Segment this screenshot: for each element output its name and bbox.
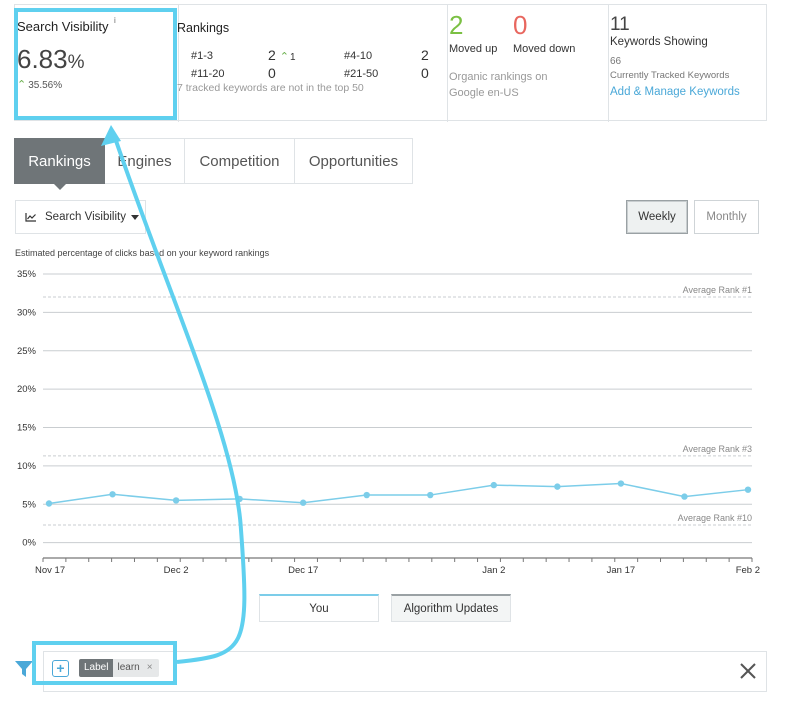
x-tick-label: Jan 17 — [607, 565, 636, 576]
up-arrow-icon: ⌃ — [279, 51, 290, 63]
x-tick-label: Feb 2 — [736, 565, 760, 576]
search-visibility-number: 6.83 — [17, 44, 68, 74]
monthly-button[interactable]: Monthly — [694, 200, 759, 234]
tab-opportunities[interactable]: Opportunities — [295, 138, 413, 184]
moved-up-count: 2 — [449, 10, 464, 40]
data-point — [744, 486, 752, 493]
metrics-divider — [608, 5, 609, 122]
data-point — [299, 499, 307, 506]
rank-bucket-count: 0 — [421, 65, 429, 81]
tab-rankings[interactable]: Rankings — [14, 138, 105, 190]
remove-filter-icon[interactable]: × — [144, 659, 159, 677]
rank-bucket-count: 0 — [268, 65, 276, 81]
metric-dropdown[interactable]: Search Visibility — [15, 200, 146, 234]
rankings-summary-title: Rankings — [177, 21, 230, 35]
rank-bucket-delta: ⌃1 — [279, 51, 296, 63]
metrics-divider — [447, 5, 448, 122]
keywords-showing-label: Keywords Showing — [610, 36, 708, 48]
y-tick-label: 15% — [17, 423, 37, 434]
metric-dropdown-label: Search Visibility — [45, 211, 126, 223]
y-tick-label: 25% — [17, 346, 37, 357]
rank-bucket-label: #21-50 — [344, 68, 379, 80]
rank-bucket-count: 2 — [421, 47, 429, 63]
x-tick-label: Dec 17 — [288, 565, 318, 576]
rank-bucket-label: #1-3 — [191, 50, 214, 62]
tab-bar: Rankings Engines Competition Opportuniti… — [14, 138, 413, 190]
filter-chip-key: Label — [79, 659, 114, 677]
x-tick-label: Jan 2 — [482, 565, 505, 576]
organic-rankings-note: Organic rankings on Google en-US — [449, 71, 548, 99]
line-chart-icon — [25, 213, 36, 222]
legend-algorithm-updates[interactable]: Algorithm Updates — [391, 594, 511, 622]
x-tick-label: Nov 17 — [35, 565, 65, 576]
legend-you[interactable]: You — [259, 594, 379, 622]
y-tick-label: 5% — [22, 499, 36, 510]
data-point — [490, 481, 498, 489]
search-visibility-change: ⌃ 35.56% — [17, 78, 62, 91]
rank-bucket-label: #11-20 — [191, 68, 225, 80]
keywords-showing-count: 11 — [610, 14, 630, 35]
data-point — [172, 497, 180, 504]
chevron-down-icon — [131, 215, 139, 220]
y-tick-label: 10% — [17, 461, 37, 472]
data-point — [617, 480, 625, 487]
filter-chip-value: learn — [113, 659, 145, 677]
search-visibility-unit: % — [67, 52, 85, 73]
moved-down-count: 0 — [513, 10, 528, 40]
tracked-keywords-label: Currently Tracked Keywords — [610, 70, 730, 81]
close-icon[interactable] — [738, 661, 758, 681]
rank-bucket-count-value: 2 — [268, 47, 276, 63]
filter-bar — [43, 651, 767, 692]
filter-icon[interactable] — [14, 660, 34, 678]
tab-competition[interactable]: Competition — [185, 138, 295, 184]
search-visibility-change-value: 35.56% — [28, 80, 63, 91]
data-point — [109, 491, 116, 498]
up-arrow-icon: ⌃ — [17, 79, 27, 91]
metrics-divider — [178, 5, 179, 122]
data-point — [554, 483, 561, 490]
tracked-keywords-count: 66 — [610, 56, 622, 67]
rankings-note: 7 tracked keywords are not in the top 50 — [177, 82, 364, 94]
y-tick-label: 35% — [17, 269, 37, 280]
rank-bucket-label: #4-10 — [344, 50, 373, 62]
reference-line-label: Average Rank #1 — [683, 285, 752, 295]
tab-engines[interactable]: Engines — [105, 138, 185, 184]
data-point — [236, 495, 243, 503]
search-visibility-chart: 0% 5% 10% 15% 20% 25% 30% 35% Average Rank #1 Ave… — [17, 269, 760, 576]
series-line — [48, 482, 749, 505]
chart-caption: Estimated percentage of clicks based on … — [15, 248, 270, 258]
rank-bucket-count: 2 ⌃1 — [268, 47, 296, 63]
x-tick-label: Dec 2 — [164, 565, 189, 576]
data-point — [45, 500, 53, 507]
search-visibility-value: 6.83% — [17, 44, 85, 75]
y-tick-label: 20% — [17, 384, 37, 395]
search-visibility-title: Search Visibility — [17, 19, 109, 34]
reference-line-label: Average Rank #10 — [678, 513, 752, 523]
weekly-button[interactable]: Weekly — [626, 200, 688, 234]
rank-bucket-delta-value: 1 — [290, 52, 296, 63]
moved-down-label: Moved down — [513, 43, 576, 55]
metrics-panel — [14, 4, 767, 122]
add-filter-button[interactable]: + — [52, 660, 69, 677]
data-point — [427, 491, 434, 499]
info-icon[interactable]: i — [114, 16, 116, 25]
manage-keywords-link[interactable]: Add & Manage Keywords — [610, 86, 740, 98]
y-tick-label: 30% — [17, 307, 37, 318]
filter-chip: Label learn × — [79, 659, 159, 677]
data-point — [363, 491, 370, 499]
y-tick-label: 0% — [22, 538, 36, 549]
data-point — [681, 493, 688, 500]
reference-line-label: Average Rank #3 — [683, 444, 752, 454]
moved-up-label: Moved up — [449, 43, 498, 55]
